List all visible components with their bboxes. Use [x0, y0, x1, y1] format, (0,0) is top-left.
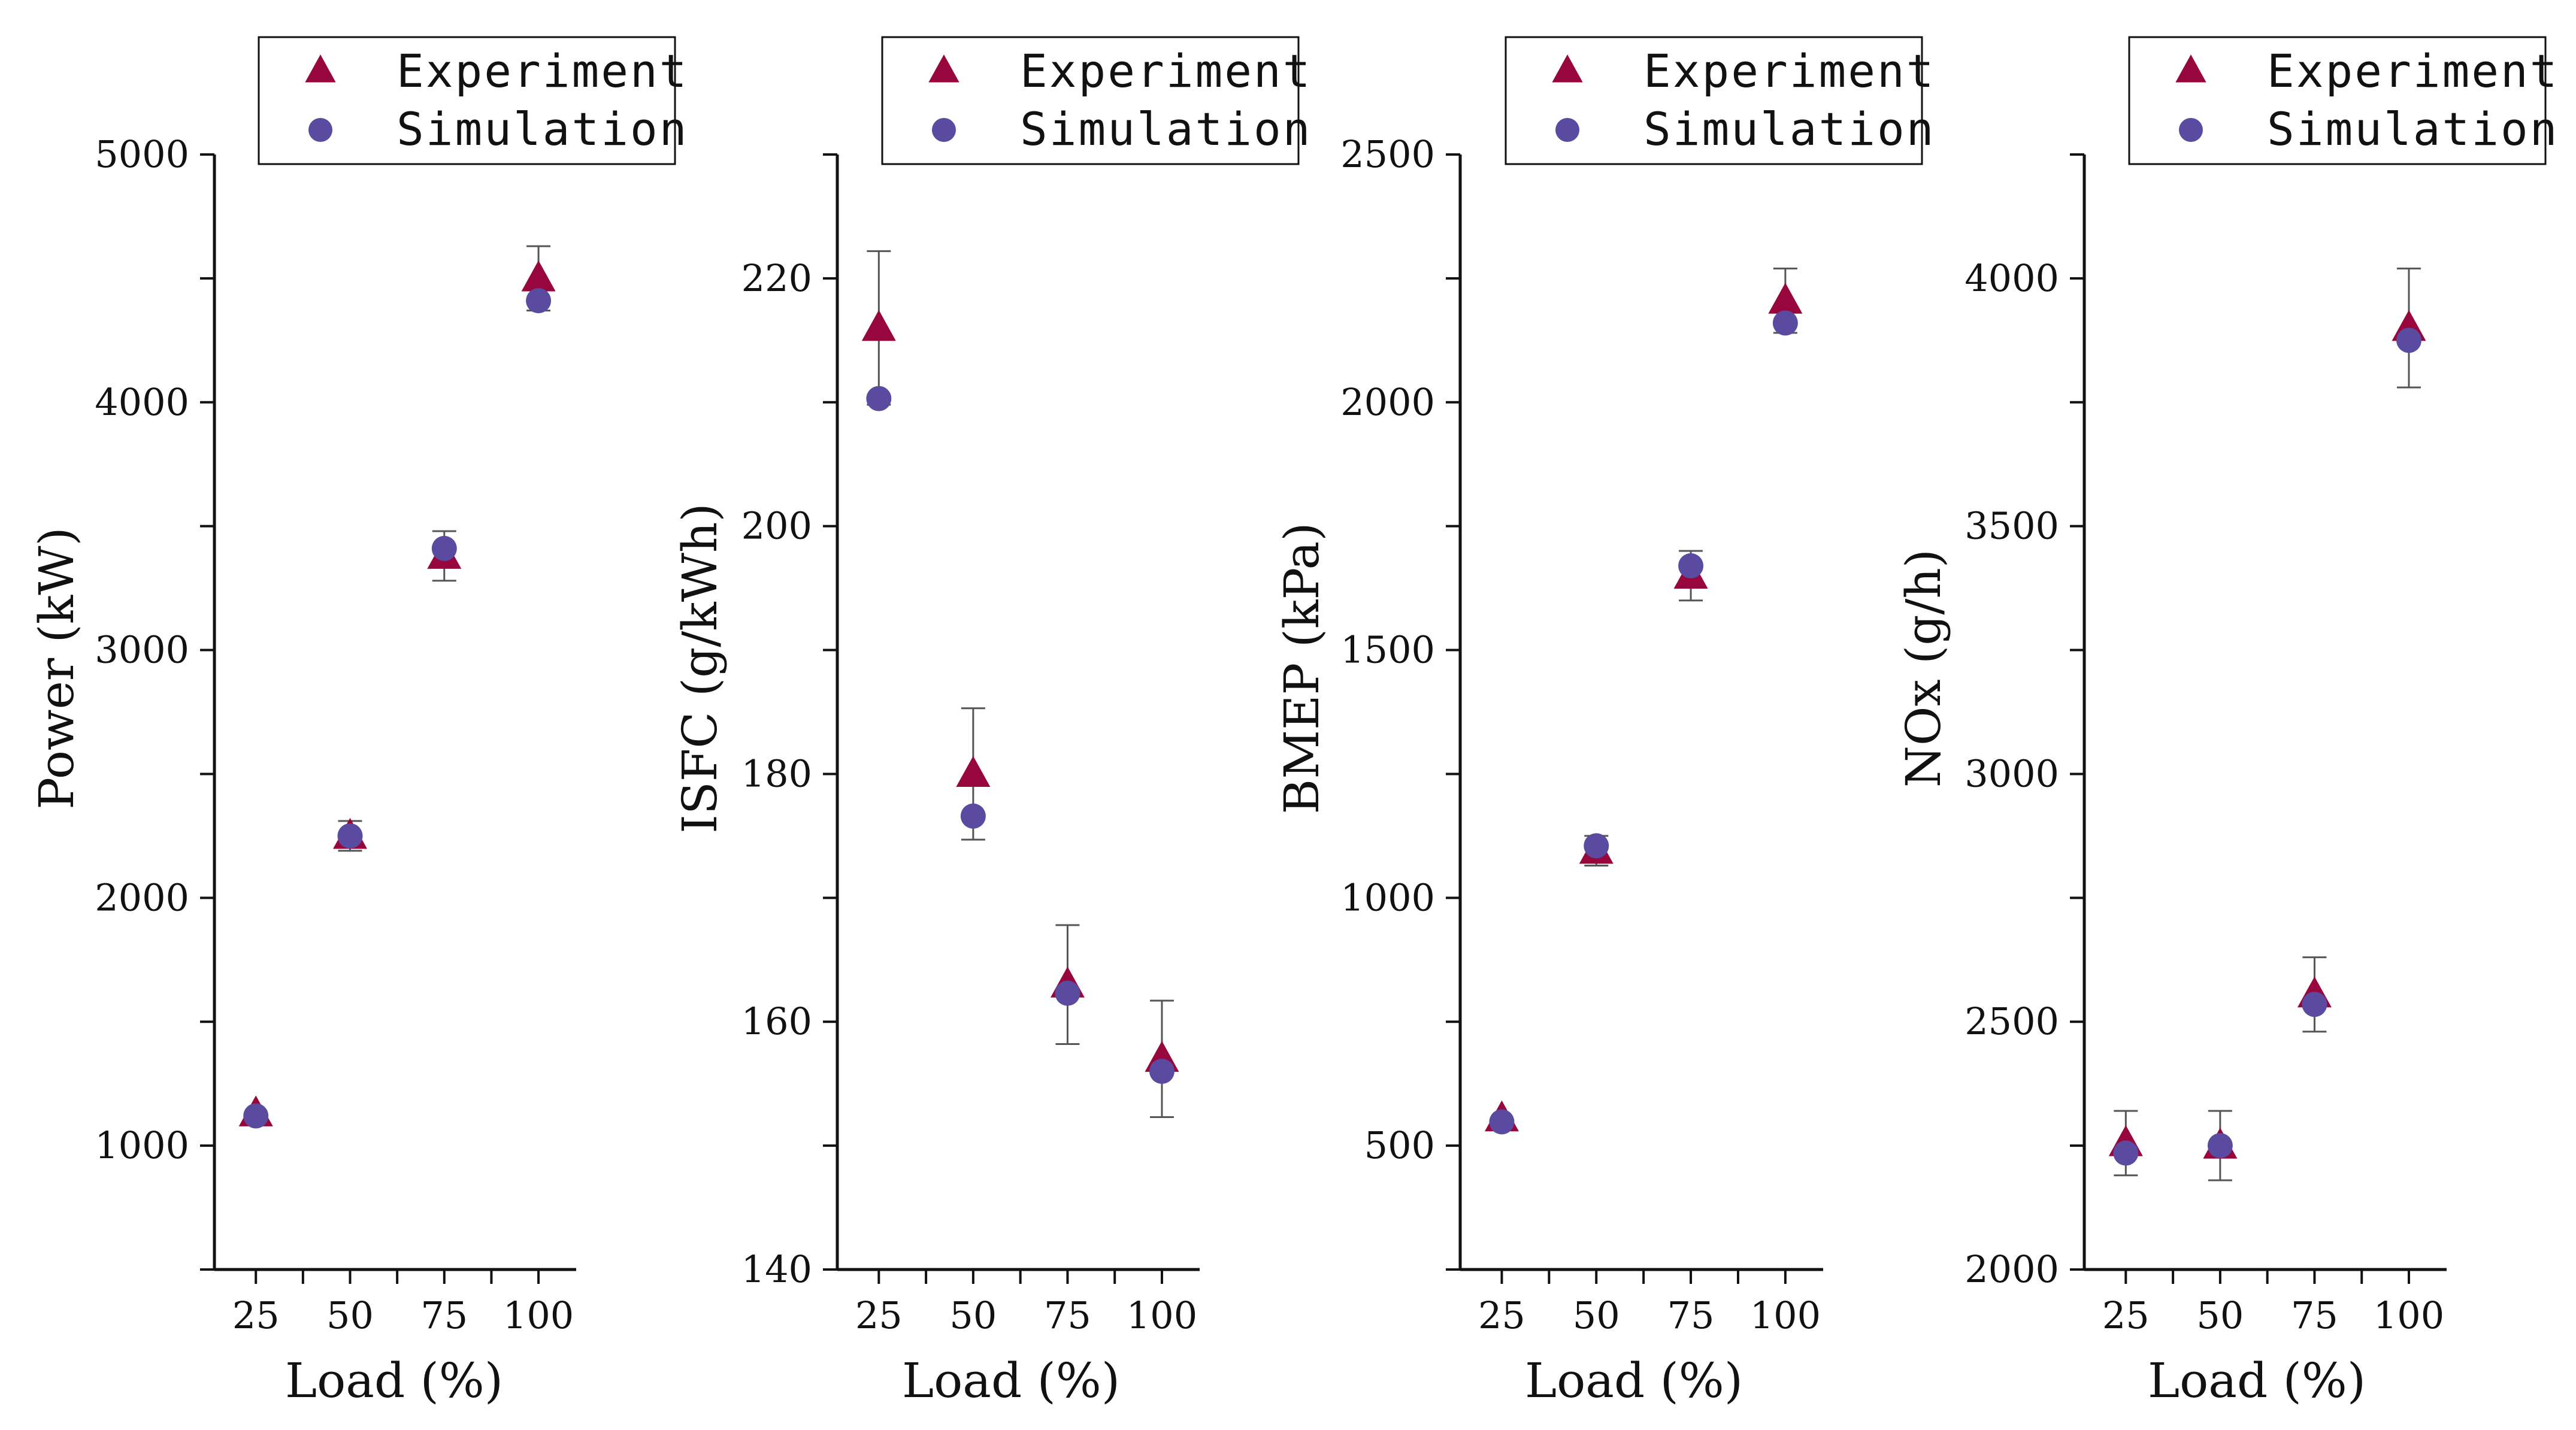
- legend-experiment-label: Experiment: [1020, 44, 1312, 98]
- legend-box: [258, 36, 676, 165]
- plot-power: 1000 2000 3000 4000 5000 25 50 75 100: [95, 132, 576, 1337]
- y-tick-label: 1000: [95, 1123, 189, 1167]
- y-tick-label: 160: [741, 999, 812, 1043]
- y-tick-label: 3000: [95, 628, 189, 672]
- legend-simulation-marker: [932, 118, 956, 142]
- y-tick-label: 3500: [1964, 504, 2059, 548]
- legend-box: [1505, 36, 1923, 165]
- simulation-point: [243, 1103, 269, 1129]
- plot-isfc: 140 160 180 200 220 25 50 75 100: [741, 153, 1200, 1337]
- plot-bmep: 500 1000 1500 2000 2500 25 50 75 100: [1340, 132, 1823, 1337]
- experiment-point: [521, 260, 556, 292]
- legend-simulation-label: Simulation: [1643, 102, 1936, 156]
- simulation-point: [1772, 310, 1798, 336]
- y-tick-label: 180: [741, 752, 812, 795]
- legend-box: [881, 36, 1300, 165]
- legend-experiment-marker: [2175, 54, 2206, 83]
- y-tick-label: 2500: [1340, 132, 1435, 176]
- x-tick-label: 75: [2291, 1293, 2338, 1337]
- y-tick-label: 220: [741, 256, 812, 300]
- simulation-point: [960, 803, 986, 829]
- x-tick-label: 50: [326, 1293, 374, 1337]
- x-tick-label: 50: [949, 1293, 997, 1337]
- x-tick-label: 100: [503, 1293, 574, 1337]
- x-tick-label: 50: [1573, 1293, 1620, 1337]
- legend-simulation-marker: [2179, 118, 2203, 142]
- simulation-point: [866, 386, 892, 411]
- xlabel-isfc: Load (%): [902, 1353, 1120, 1408]
- simulation-point: [2302, 992, 2327, 1017]
- y-tick-label: 2000: [1964, 1247, 2059, 1291]
- legend-experiment-marker: [1552, 54, 1583, 83]
- x-tick-label: 75: [1667, 1293, 1715, 1337]
- y-tick-label: 1500: [1340, 628, 1435, 672]
- simulation-point: [2207, 1133, 2233, 1159]
- y-tick-label: 2000: [95, 875, 189, 919]
- legend-experiment-label: Experiment: [2267, 44, 2559, 98]
- y-tick-label: 140: [741, 1247, 812, 1291]
- simulation-point: [1584, 833, 1609, 859]
- simulation-point: [526, 288, 552, 314]
- y-tick-label: 3000: [1964, 752, 2059, 795]
- legend-simulation-marker: [1555, 118, 1579, 142]
- legend-box: [2128, 36, 2547, 165]
- y-tick-label: 2500: [1964, 999, 2059, 1043]
- y-tick-label: 1000: [1340, 875, 1435, 919]
- plot-nox: 2000 2500 3000 3500 4000 25 50 75 100: [1964, 153, 2447, 1337]
- simulation-point: [1678, 553, 1704, 578]
- x-tick-label: 50: [2196, 1293, 2244, 1337]
- ylabel-nox: NOx (g/h): [1896, 549, 1951, 787]
- legend-simulation-label: Simulation: [1020, 102, 1312, 156]
- legend-simulation-label: Simulation: [396, 102, 689, 156]
- experiment-point: [1768, 283, 1803, 314]
- x-tick-label: 100: [1127, 1293, 1197, 1337]
- simulation-point: [2396, 328, 2421, 353]
- y-tick-label: 200: [741, 504, 812, 548]
- legend-experiment-marker: [305, 54, 336, 83]
- ylabel-power: Power (kW): [29, 527, 84, 809]
- simulation-point: [337, 823, 363, 849]
- xlabel-bmep: Load (%): [1525, 1353, 1743, 1408]
- legend-experiment-marker: [928, 54, 959, 83]
- x-tick-label: 25: [2102, 1293, 2150, 1337]
- y-tick-label: 4000: [95, 380, 189, 424]
- simulation-point: [1055, 980, 1080, 1006]
- xlabel-nox: Load (%): [2148, 1353, 2366, 1408]
- x-tick-label: 25: [855, 1293, 903, 1337]
- y-tick-label: 5000: [95, 132, 189, 176]
- x-tick-label: 75: [1044, 1293, 1091, 1337]
- panel-isfc: ISFC (g/kWh) Load (%): [672, 503, 1120, 1408]
- experiment-point: [956, 756, 991, 787]
- panel-nox: NOx (g/h) Load (%): [1896, 549, 2366, 1408]
- simulation-point: [1149, 1058, 1175, 1084]
- legend-simulation-label: Simulation: [2267, 102, 2559, 156]
- panel-bmep: BMEP (kPa) Load (%): [1274, 522, 1743, 1408]
- y-tick-label: 2000: [1340, 380, 1435, 424]
- legend-experiment-label: Experiment: [396, 44, 689, 98]
- x-tick-label: 100: [2374, 1293, 2444, 1337]
- xlabel-power: Load (%): [285, 1353, 503, 1408]
- panel-power: Power (kW) Load (%): [29, 527, 503, 1408]
- x-tick-label: 25: [232, 1293, 280, 1337]
- y-tick-label: 500: [1364, 1123, 1435, 1167]
- legend-experiment-label: Experiment: [1643, 44, 1936, 98]
- simulation-point: [431, 535, 457, 561]
- ylabel-isfc: ISFC (g/kWh): [672, 503, 728, 833]
- simulation-point: [1489, 1109, 1515, 1135]
- x-tick-label: 25: [1478, 1293, 1525, 1337]
- ylabel-bmep: BMEP (kPa): [1274, 522, 1330, 814]
- simulation-point: [2113, 1140, 2139, 1166]
- legend-simulation-marker: [308, 118, 332, 142]
- experiment-point: [861, 310, 896, 341]
- y-tick-label: 4000: [1964, 256, 2059, 300]
- x-tick-label: 75: [420, 1293, 468, 1337]
- x-tick-label: 100: [1750, 1293, 1821, 1337]
